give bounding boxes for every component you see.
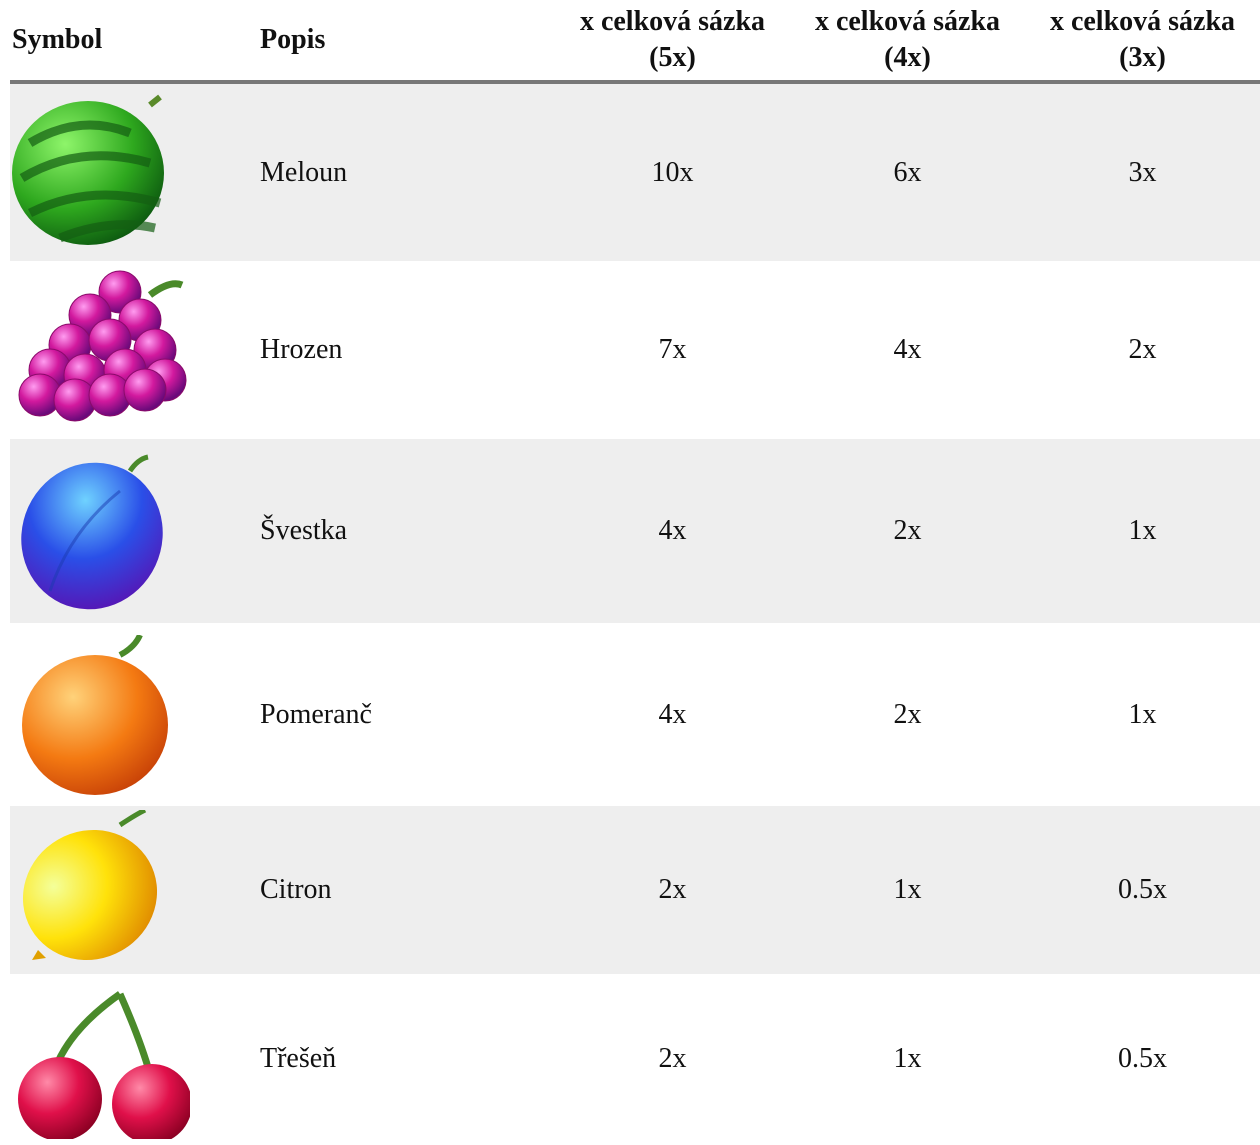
- fruit-icon: [18, 270, 187, 422]
- header-cell: x celková sázka (3x): [1025, 0, 1260, 84]
- payout-cell: 4x: [658, 698, 687, 730]
- table-row: Citron 2x 1x 0.5x: [10, 806, 1260, 974]
- header-cell: Symbol: [10, 0, 250, 84]
- fruit-icon: [21, 454, 163, 610]
- table-row: Pomeranč 4x 2x 1x: [10, 623, 1260, 806]
- payout-cell: 1x: [1128, 698, 1157, 730]
- description-cell: Pomeranč: [260, 698, 372, 730]
- payout-cell: 3x: [1025, 82, 1260, 261]
- table-row: Třešeň 2x 1x 0.5x: [10, 974, 1260, 1143]
- paytable: Symbol Popis x celková sázka (5x) x celk…: [10, 0, 1260, 1143]
- symbol-cell: [10, 623, 250, 806]
- payout-cell: 0.5x: [1118, 1042, 1167, 1074]
- fruit-icon: [12, 94, 164, 245]
- header-row: Symbol Popis x celková sázka (5x) x celk…: [10, 0, 1260, 84]
- payout-cell: 1x: [893, 1042, 922, 1074]
- header-cell: Popis: [250, 0, 555, 84]
- payout-cell: 2x: [790, 439, 1025, 623]
- symbol-cell: [10, 439, 250, 623]
- description-cell: Třešeň: [260, 1042, 337, 1074]
- payout-cell: 1x: [790, 806, 1025, 974]
- table-body: Meloun 10x 6x 3x Hrozen 7x 4x 2x Švestka 4x 2x 1x Po…: [10, 82, 1260, 1143]
- symbol-cell: [10, 82, 250, 261]
- payout-cell: 7x: [658, 334, 687, 365]
- payout-cell: 2x: [555, 806, 790, 974]
- description-cell: Meloun: [250, 82, 555, 261]
- payout-cell: 1x: [1025, 439, 1260, 623]
- payout-cell: 10x: [555, 82, 790, 261]
- description-cell: Citron: [250, 806, 555, 974]
- fruit-icon: [22, 634, 168, 795]
- symbol-cell: [10, 974, 250, 1143]
- payout-cell: 2x: [1128, 334, 1157, 365]
- payout-cell: 2x: [893, 698, 922, 730]
- fruit-icon: [18, 990, 190, 1139]
- table-row: Hrozen 7x 4x 2x: [10, 261, 1260, 439]
- description-cell: Hrozen: [260, 334, 343, 365]
- payout-cell: 2x: [658, 1042, 687, 1074]
- payout-cell: 4x: [555, 439, 790, 623]
- payout-cell: 0.5x: [1025, 806, 1260, 974]
- symbol-cell: [10, 261, 250, 439]
- payout-cell: 4x: [893, 334, 922, 365]
- payout-cell: 6x: [790, 82, 1025, 261]
- fruit-icon: [22, 810, 158, 961]
- description-cell: Švestka: [250, 439, 555, 623]
- symbol-cell: [10, 806, 250, 974]
- header-cell: x celková sázka (4x): [790, 0, 1025, 84]
- table-row: Meloun 10x 6x 3x: [10, 82, 1260, 261]
- table-row: Švestka 4x 2x 1x: [10, 439, 1260, 623]
- header-cell: x celková sázka (5x): [555, 0, 790, 84]
